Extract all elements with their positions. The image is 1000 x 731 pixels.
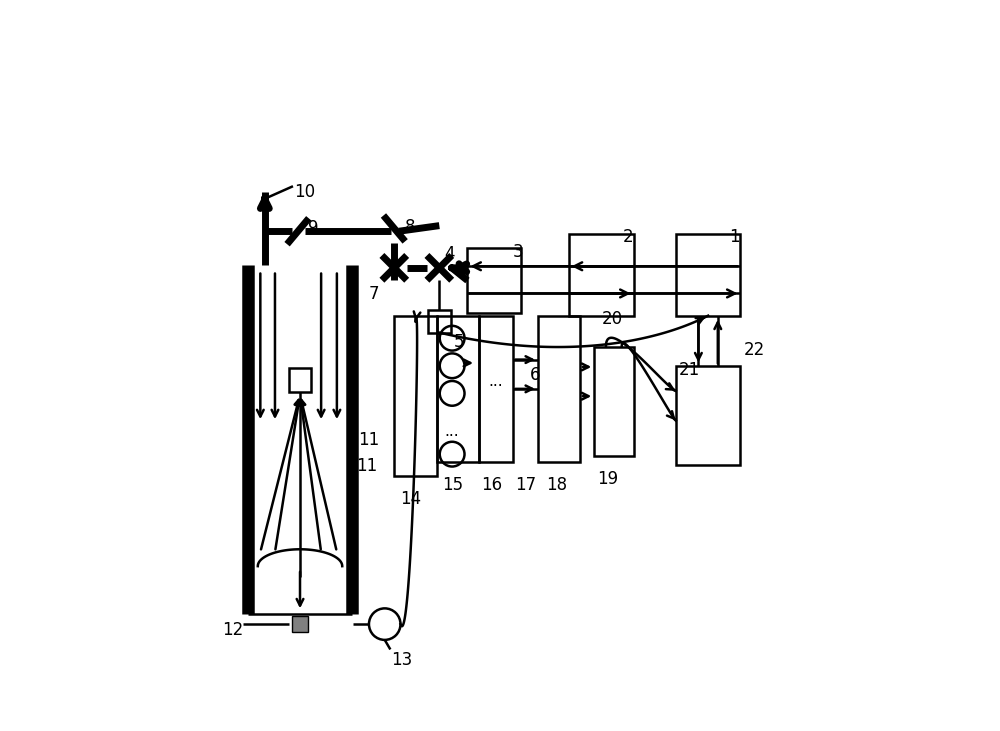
Bar [676, 366, 740, 465]
Text: 17: 17 [515, 476, 536, 494]
Text: 19: 19 [597, 471, 618, 488]
Text: 13: 13 [391, 651, 413, 669]
Text: 9: 9 [308, 219, 319, 237]
Bar [394, 316, 437, 476]
Bar [569, 234, 634, 316]
Text: 1: 1 [729, 228, 740, 246]
Text: 14: 14 [400, 491, 421, 508]
Text: 11: 11 [358, 431, 379, 449]
Bar [289, 368, 311, 392]
Text: 20: 20 [602, 310, 623, 328]
Text: 15: 15 [442, 476, 463, 494]
Text: 21: 21 [679, 360, 700, 379]
Bar [428, 310, 451, 333]
Text: 22: 22 [743, 341, 765, 359]
Text: 18: 18 [546, 476, 567, 494]
Text: 2: 2 [622, 228, 633, 246]
Bar [437, 316, 479, 462]
Bar [676, 234, 740, 316]
Text: 6: 6 [529, 366, 540, 385]
Text: ...: ... [445, 424, 459, 439]
Text: 12: 12 [222, 621, 243, 640]
Bar [479, 316, 512, 462]
Text: 3: 3 [512, 243, 523, 260]
Text: 10: 10 [294, 183, 315, 202]
Text: ...: ... [488, 374, 503, 389]
Bar [292, 616, 308, 632]
Text: 8: 8 [404, 219, 415, 236]
Text: 7: 7 [369, 285, 379, 303]
Bar [538, 316, 580, 462]
Text: 4: 4 [444, 246, 454, 263]
Bar [467, 248, 521, 313]
Bar [594, 346, 634, 456]
Text: 16: 16 [482, 476, 503, 494]
Text: 11: 11 [357, 457, 378, 475]
Text: 5: 5 [453, 333, 464, 351]
